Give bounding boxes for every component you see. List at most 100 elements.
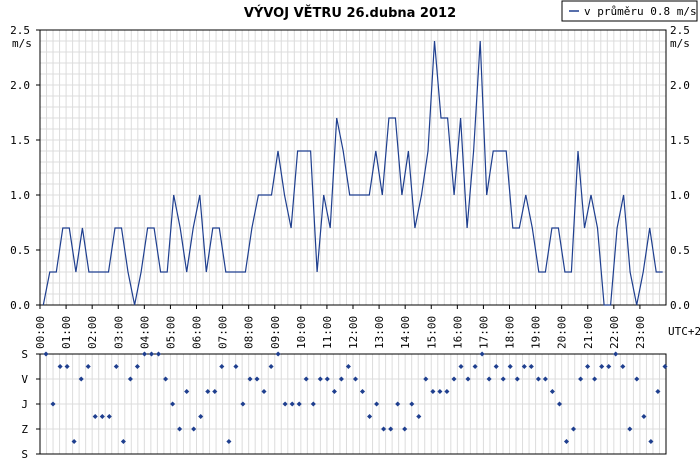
direction-point	[437, 388, 443, 395]
direction-point	[240, 401, 246, 407]
y-tick-label: 1.0	[10, 189, 30, 202]
direction-point	[303, 376, 309, 382]
direction-point	[50, 401, 56, 407]
x-tick-label: 03:00	[112, 316, 125, 349]
direction-point	[170, 401, 176, 407]
direction-point	[275, 351, 281, 357]
direction-point	[465, 376, 471, 382]
direction-point	[359, 388, 366, 395]
direction-point	[634, 376, 640, 382]
direction-grid	[40, 353, 666, 455]
y-tick-label-right: 1.0	[670, 189, 690, 202]
time-x-ticks: 00:00 01:00 02:00 03:00 04:00 05:00 06:00 07:00…	[34, 305, 647, 349]
direction-point	[57, 363, 63, 370]
direction-points	[43, 351, 668, 445]
legend: v průměru 0.8 m/s	[561, 0, 698, 22]
y-tick-label: 1.5	[10, 134, 30, 147]
direction-point	[148, 351, 155, 357]
x-tick-label: 00:00	[34, 316, 47, 349]
x-tick-label: 09:00	[269, 316, 282, 349]
direction-point	[430, 388, 436, 395]
direction-point	[493, 363, 499, 370]
direction-point	[444, 388, 450, 395]
direction-point	[324, 376, 330, 382]
legend-text: v průměru 0.8 m/s	[584, 5, 697, 18]
y-tick-label: 2.0	[10, 79, 30, 92]
y-tick-label: 2.5	[10, 24, 30, 37]
x-tick-label: 06:00	[191, 316, 204, 349]
direction-point	[219, 363, 225, 370]
x-tick-label: 20:00	[556, 316, 569, 349]
x-tick-label: 14:00	[399, 316, 412, 349]
x-tick-label: 11:00	[321, 316, 334, 349]
direction-point	[585, 363, 591, 370]
direction-point	[247, 376, 253, 382]
direction-point	[479, 351, 485, 357]
y-tick-label-right: 1.5	[670, 134, 690, 147]
direction-point	[191, 426, 197, 432]
x-tick-label: 07:00	[217, 316, 230, 349]
direction-tick-label: S	[21, 448, 28, 460]
direction-point	[345, 363, 351, 370]
direction-point	[338, 376, 344, 382]
direction-point	[381, 426, 387, 432]
direction-point	[141, 351, 148, 357]
chart-title: VÝVOJ VĚTRU 26.dubna 2012	[244, 5, 456, 21]
direction-tick-label: V	[21, 373, 28, 386]
direction-point	[184, 388, 190, 395]
y-axis-unit-label: m/s	[12, 37, 32, 50]
y-tick-label-right: 0.5	[670, 244, 690, 257]
direction-point	[613, 351, 619, 357]
direction-point	[163, 376, 169, 382]
direction-point	[367, 413, 373, 420]
direction-point	[423, 376, 429, 382]
direction-point	[521, 363, 527, 370]
direction-point	[43, 351, 49, 357]
x-tick-label: 21:00	[582, 316, 595, 349]
direction-point	[451, 376, 457, 382]
direction-point	[177, 426, 183, 432]
direction-point	[486, 376, 492, 382]
direction-tick-label: Z	[21, 423, 28, 436]
direction-point	[570, 426, 577, 432]
direction-point	[514, 376, 520, 382]
direction-point	[472, 363, 478, 370]
direction-point	[627, 426, 633, 432]
y-tick-label-right: 2.0	[670, 79, 690, 92]
direction-point	[261, 388, 267, 395]
x-tick-label: 16:00	[451, 316, 464, 349]
direction-point	[507, 363, 513, 370]
direction-point	[662, 363, 668, 370]
direction-point	[226, 438, 232, 445]
y-tick-label: 0.0	[10, 299, 30, 312]
x-tick-label: 15:00	[425, 316, 438, 349]
speed-y-ticks: 0.0 0.0 0.5 0.5 1.0 1.0 1.5 1.5 2.0 2.0 2.5 2.5	[10, 24, 690, 312]
speed-plot-frame	[39, 29, 667, 306]
direction-point	[317, 376, 323, 382]
direction-point	[352, 376, 359, 382]
direction-tick-label: J	[21, 398, 28, 411]
direction-point	[500, 376, 506, 382]
direction-point	[127, 376, 133, 382]
direction-point	[620, 363, 626, 370]
direction-point	[592, 376, 598, 382]
x-tick-label: 04:00	[138, 316, 151, 349]
x-tick-label: 17:00	[477, 316, 490, 349]
direction-point	[71, 438, 77, 445]
direction-point	[296, 401, 302, 407]
speed-line	[42, 40, 663, 306]
y-tick-label-right: 2.5	[670, 24, 690, 37]
direction-point	[85, 363, 91, 370]
direction-point	[212, 388, 218, 395]
x-tick-label: 23:00	[634, 316, 647, 349]
x-tick-label: 18:00	[504, 316, 517, 349]
x-tick-label: 01:00	[60, 316, 73, 349]
direction-point	[409, 401, 415, 407]
direction-point	[528, 363, 534, 370]
y-tick-label: 0.5	[10, 244, 30, 257]
direction-point	[542, 376, 548, 382]
x-tick-label: 19:00	[530, 316, 543, 349]
x-axis-label: UTC+2	[668, 325, 700, 338]
x-tick-label: 12:00	[347, 316, 360, 349]
